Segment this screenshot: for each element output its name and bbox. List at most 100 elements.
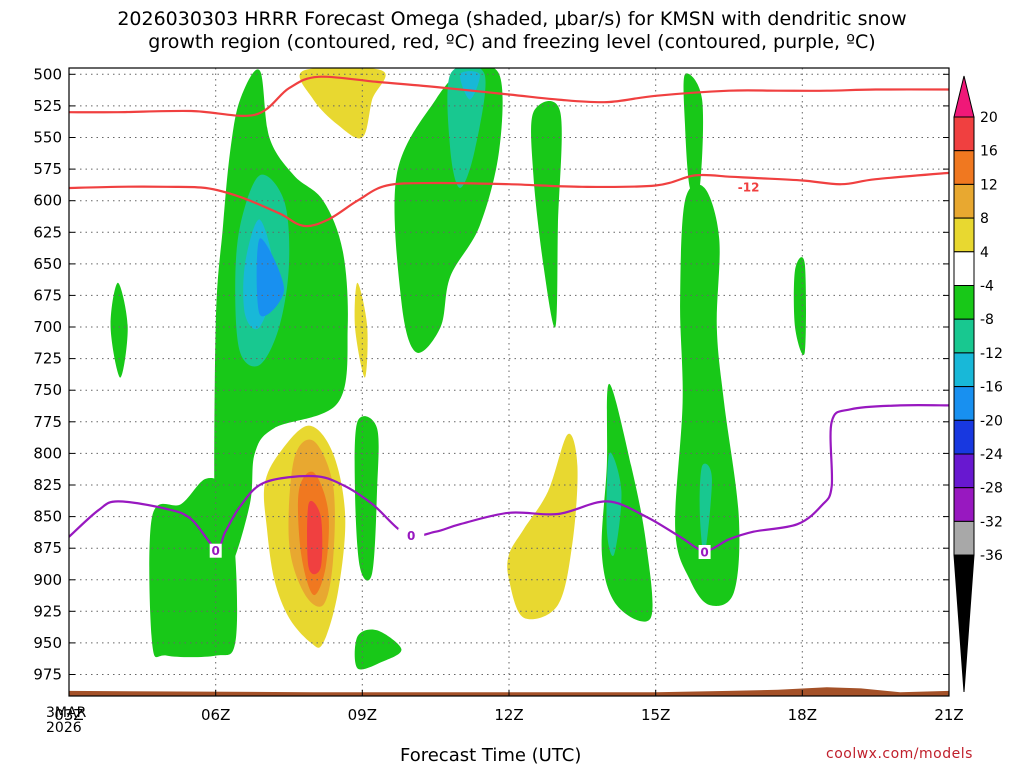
x-tick-label-06Z: 06Z bbox=[201, 706, 230, 724]
y-tick-label-600: 600 bbox=[33, 192, 62, 210]
colorbar-box-9 bbox=[953, 419, 975, 455]
omega-region-m4-6 bbox=[601, 383, 653, 622]
colorbar-box-12 bbox=[953, 520, 975, 556]
colorbar-box-5 bbox=[953, 285, 975, 320]
colorbar-label-1: 16 bbox=[980, 144, 998, 160]
colorbar-box-2 bbox=[953, 183, 975, 219]
colorbar-label-7: -12 bbox=[980, 346, 1003, 362]
y-tick-label-750: 750 bbox=[33, 381, 62, 399]
omega-region-c16-24 bbox=[307, 500, 323, 575]
colorbar-label-3: 8 bbox=[980, 211, 989, 227]
omega-region-m4-3 bbox=[531, 100, 562, 328]
y-tick-label-550: 550 bbox=[33, 129, 62, 147]
y-axis-ticks: 500 525 550 575 600 625 650 675 700 725 750 775 800 8… bbox=[33, 65, 949, 684]
omega-region-m4-10 bbox=[354, 629, 402, 670]
colorbar: 20 16 12 8 4 -4 -8 -12 -16 -20 -24 -28 -32 -36 bbox=[953, 75, 1003, 693]
y-tick-label-775: 775 bbox=[33, 413, 62, 431]
temperature-contours: -12 0 0 0 bbox=[69, 75, 949, 560]
colorbar-box-0 bbox=[953, 116, 975, 152]
y-tick-label-925: 925 bbox=[33, 602, 62, 620]
colorbar-box-4 bbox=[953, 251, 975, 287]
colorbar-label-4: 4 bbox=[980, 245, 989, 261]
chart-title-line2: growth region (contoured, red, ºC) and f… bbox=[148, 31, 876, 53]
x-tick-label-18Z: 18Z bbox=[788, 706, 817, 724]
y-tick-label-650: 650 bbox=[33, 255, 62, 273]
colorbar-label-8: -16 bbox=[980, 380, 1003, 396]
colorbar-box-10 bbox=[953, 453, 975, 489]
start-date-day: 3MAR bbox=[46, 705, 87, 721]
y-tick-label-975: 975 bbox=[33, 666, 62, 684]
y-tick-label-625: 625 bbox=[33, 223, 62, 241]
ground-fill bbox=[69, 687, 949, 696]
contour-label-bg-freezing-level bbox=[398, 528, 425, 543]
colorbar-box-6 bbox=[953, 318, 975, 354]
omega-region-m8-13 bbox=[699, 463, 712, 556]
x-tick-label-15Z: 15Z bbox=[641, 706, 670, 724]
colorbar-label-13: -36 bbox=[980, 548, 1003, 564]
omega-region-c4-20 bbox=[354, 282, 368, 378]
contour-label-bg-dgz-minus12 bbox=[735, 179, 762, 194]
colorbar-label-12: -32 bbox=[980, 514, 1003, 530]
y-tick-label-825: 825 bbox=[33, 476, 62, 494]
colorbar-box-1 bbox=[953, 150, 975, 185]
contour-label-bg-extra-1 bbox=[698, 545, 711, 559]
colorbar-box-7 bbox=[953, 352, 975, 388]
omega-shading bbox=[110, 68, 806, 670]
colorbar-label-10: -24 bbox=[980, 447, 1003, 463]
y-tick-label-900: 900 bbox=[33, 571, 62, 589]
colorbar-label-0: 20 bbox=[980, 110, 998, 126]
colorbar-label-2: 12 bbox=[980, 177, 998, 193]
contour-dgz-minus12 bbox=[69, 171, 949, 228]
colorbar-label-5: -4 bbox=[980, 279, 994, 295]
grid-lines bbox=[68, 68, 950, 696]
start-date: 3MAR 2026 bbox=[46, 706, 86, 736]
x-axis-label: Forecast Time (UTC) bbox=[400, 745, 582, 766]
y-tick-label-575: 575 bbox=[33, 160, 62, 178]
start-date-year: 2026 bbox=[46, 720, 82, 736]
y-tick-label-525: 525 bbox=[33, 97, 62, 115]
omega-region-m4-5 bbox=[675, 184, 740, 606]
colorbar-box-8 bbox=[953, 386, 975, 421]
colorbar-label-9: -20 bbox=[980, 413, 1003, 429]
y-tick-label-725: 725 bbox=[33, 350, 62, 368]
x-tick-label-09Z: 09Z bbox=[348, 706, 377, 724]
y-tick-label-850: 850 bbox=[33, 508, 62, 526]
colorbar-label-6: -8 bbox=[980, 312, 994, 328]
ground-surface bbox=[69, 687, 949, 696]
contour-label-freezing-level: 0 bbox=[407, 529, 415, 543]
contour-label-dgz-minus12: -12 bbox=[738, 180, 760, 194]
credit-link[interactable]: coolwx.com/models bbox=[826, 746, 973, 762]
x-tick-label-12Z: 12Z bbox=[494, 706, 523, 724]
y-tick-label-800: 800 bbox=[33, 444, 62, 462]
x-tick-label-21Z: 21Z bbox=[934, 706, 963, 724]
chart-title-line1: 2026030303 HRRR Forecast Omega (shaded, … bbox=[117, 8, 907, 30]
omega-region-m8-12 bbox=[447, 68, 486, 188]
omega-region-m8-14 bbox=[606, 452, 622, 556]
contour-dgz-upper bbox=[69, 75, 949, 117]
omega-region-m16-17 bbox=[256, 238, 285, 317]
omega-region-m4-0 bbox=[214, 69, 348, 580]
colorbar-box-11 bbox=[953, 487, 975, 522]
contour-label-extra-0: 0 bbox=[212, 544, 220, 558]
colorbar-top-arrow bbox=[953, 75, 975, 118]
y-tick-label-950: 950 bbox=[33, 634, 62, 652]
x-tick-label-03Z: 03Z bbox=[54, 706, 83, 724]
y-tick-label-875: 875 bbox=[33, 539, 62, 557]
y-tick-label-700: 700 bbox=[33, 318, 62, 336]
contour-label-extra-1: 0 bbox=[700, 546, 708, 560]
y-tick-label-675: 675 bbox=[33, 286, 62, 304]
colorbar-box-3 bbox=[953, 217, 975, 253]
colorbar-bottom-arrow bbox=[953, 554, 975, 693]
omega-region-m4-8 bbox=[793, 257, 806, 356]
omega-region-c4-18 bbox=[299, 68, 386, 139]
contour-label-bg-extra-0 bbox=[209, 543, 222, 558]
omega-region-m4-4 bbox=[683, 73, 704, 198]
omega-region-m12-16 bbox=[459, 71, 480, 100]
y-tick-label-500: 500 bbox=[33, 65, 62, 83]
omega-region-c4-21 bbox=[507, 433, 578, 620]
omega-region-m4-1 bbox=[149, 477, 238, 658]
colorbar-label-11: -28 bbox=[980, 481, 1003, 497]
x-axis-ticks: 03Z 06Z 09Z 12Z 15Z 18Z 21Z bbox=[54, 690, 964, 724]
omega-region-m4-9 bbox=[354, 416, 379, 581]
